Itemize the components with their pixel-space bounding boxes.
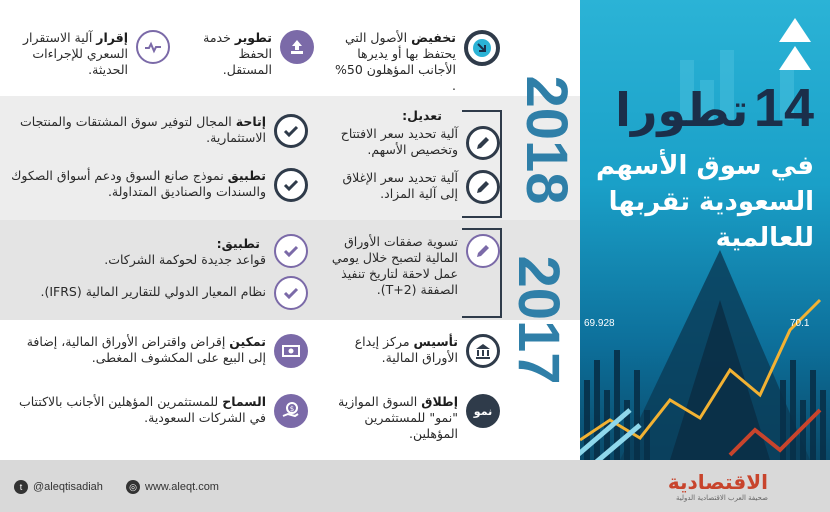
- item-stabilization: إقرار آلية الاستقرار السعري للإجراءات ال…: [10, 30, 170, 78]
- ticker-right: 70.1: [790, 318, 810, 329]
- item-market-maker: تطبيق نموذج صانع السوق ودعم أسواق الصكوك…: [10, 168, 308, 202]
- twitter-handle[interactable]: t @aleqtisadiah: [14, 480, 103, 494]
- item-develop-custody: تطوير خدمة الحفظ المستقل.: [196, 30, 314, 78]
- item-lending: تمكين إقراض واقتراض الأوراق المالية، إضا…: [10, 334, 308, 368]
- item-amend-close: آلية تحديد سعر الإغلاق إلى آلية المزاد.: [330, 170, 500, 204]
- headline-word: تطورا: [615, 83, 749, 137]
- pencil-icon: [466, 126, 500, 160]
- year-2018: 2018: [514, 75, 579, 205]
- item-market-maker-text: نموذج صانع السوق ودعم أسواق الصكوك والسن…: [11, 168, 266, 199]
- bank-building-icon: [466, 334, 500, 368]
- website-text: www.aleqt.com: [145, 481, 219, 493]
- item-nomu-bold: إطلاق: [421, 394, 458, 409]
- item-depository-text: مركز إيداع الأوراق المالية.: [354, 334, 458, 365]
- item-develop-bold: تطوير: [234, 30, 272, 45]
- aleqt-logo: الاقتصادية صحيفة العرب الاقتصادية الدولي…: [648, 462, 768, 506]
- pencil-icon: [466, 170, 500, 204]
- item-develop-text: خدمة الحفظ المستقل.: [203, 30, 272, 77]
- item-derivatives: إتاحة المجال لتوفير سوق المشتقات والمنتج…: [10, 114, 308, 148]
- year-2017: 2017: [506, 255, 571, 385]
- bracket-2017: [462, 228, 502, 318]
- headline-number: 14 تطورا: [615, 78, 814, 140]
- twitter-text: @aleqtisadiah: [33, 481, 103, 493]
- money-hand-icon: $: [274, 394, 308, 428]
- upload-arrow-icon: [280, 30, 314, 64]
- item-nomu: نمو إطلاق السوق الموازية "نمو" للمستثمري…: [330, 394, 500, 442]
- nomu-icon: نمو: [466, 394, 500, 428]
- ticker-left: 69.928: [584, 318, 615, 329]
- item-derivatives-text: المجال لتوفير سوق المشتقات والمنتجات الا…: [20, 114, 266, 145]
- item-amend-open: آلية تحديد سعر الافتتاح وتخصيص الأسهم.: [330, 126, 500, 160]
- svg-text:$: $: [290, 405, 294, 413]
- item-depository-bold: تأسيس: [413, 334, 458, 349]
- item-depository: تأسيس مركز إيداع الأوراق المالية.: [330, 334, 500, 368]
- item-ifrs: نظام المعيار الدولي للتقارير المالية (IF…: [10, 276, 308, 310]
- item-lending-text: إقراض واقتراض الأوراق المالية، إضافة إلى…: [26, 334, 266, 365]
- logo-text: الاقتصادية: [667, 470, 768, 494]
- pencil-icon: [466, 234, 500, 268]
- checkmark-icon: [274, 168, 308, 202]
- amend-header: تعديل:: [402, 108, 442, 123]
- cash-icon: [274, 334, 308, 368]
- amend-close-text: آلية تحديد سعر الإغلاق إلى آلية المزاد.: [342, 170, 458, 201]
- twitter-icon: t: [14, 480, 28, 494]
- governance-text: قواعد جديدة لحوكمة الشركات.: [104, 252, 266, 267]
- headline-line-2: السعودية تقربها: [608, 187, 814, 217]
- headline-line-1: في سوق الأسهم: [596, 151, 814, 181]
- hero-background-chart: [580, 18, 826, 460]
- item-derivatives-bold: إتاحة: [235, 114, 266, 129]
- globe-icon: ◎: [126, 480, 140, 494]
- hero-panel: 14 تطورا في سوق الأسهم السعودية تقربها ل…: [580, 0, 830, 460]
- website-link[interactable]: ◎ www.aleqt.com: [126, 480, 219, 494]
- item-reduce-assets: تخفيض الأصول التي يحتفظ بها أو يديرها ال…: [330, 30, 500, 94]
- item-settlement: تسوية صفقات الأوراق المالية لتصبح خلال ي…: [330, 234, 500, 298]
- item-governance: قواعد جديدة لحوكمة الشركات.: [10, 234, 308, 268]
- item-foreign-ipo: $ السماح للمستثمرين المؤهلين الأجانب بال…: [10, 394, 308, 428]
- logo-subtext: صحيفة العرب الاقتصادية الدولية: [676, 494, 768, 502]
- headline-line-3: للعالمية: [715, 223, 814, 253]
- checkmark-icon: [274, 114, 308, 148]
- item-lending-bold: تمكين: [229, 334, 266, 349]
- settlement-text: تسوية صفقات الأوراق المالية لتصبح خلال ي…: [331, 234, 458, 297]
- item-stabilization-bold: إقرار: [96, 30, 128, 45]
- ifrs-text: نظام المعيار الدولي للتقارير المالية (IF…: [40, 284, 266, 299]
- apply-header: تطبيق:: [216, 236, 260, 251]
- footer: t @aleqtisadiah ◎ www.aleqt.com: [0, 460, 830, 512]
- pulse-arrows-icon: [136, 30, 170, 64]
- item-foreign-ipo-bold: السماح: [222, 394, 266, 409]
- item-reduce-text: الأصول التي يحتفظ بها أو يديرها الأجانب …: [335, 30, 456, 93]
- item-market-maker-bold: تطبيق: [227, 168, 266, 183]
- amend-open-text: آلية تحديد سعر الافتتاح وتخصيص الأسهم.: [340, 126, 458, 157]
- headline-count: 14: [753, 78, 814, 138]
- checkmark-icon: [274, 234, 308, 268]
- item-foreign-ipo-text: للمستثمرين المؤهلين الأجانب بالاكتتاب في…: [18, 394, 266, 425]
- checkmark-icon: [274, 276, 308, 310]
- nomu-icon-label: نمو: [473, 404, 493, 418]
- bracket-2018: [462, 110, 502, 218]
- item-reduce-bold: تخفيض: [411, 30, 456, 45]
- item-stabilization-text: آلية الاستقرار السعري للإجراءات الحديثة.: [22, 30, 128, 77]
- arrow-right-circle-icon: [464, 30, 500, 66]
- item-nomu-text: السوق الموازية "نمو" للمستثمرين المؤهلين…: [338, 394, 458, 441]
